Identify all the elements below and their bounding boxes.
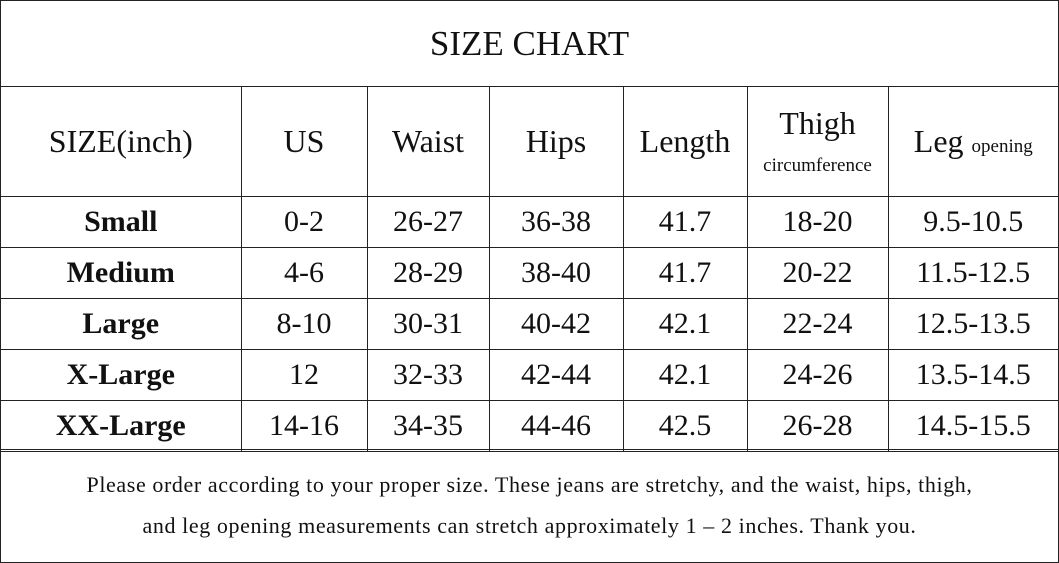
measurement: 8-10 xyxy=(240,298,368,350)
measurement: 30-31 xyxy=(366,298,490,350)
header-text: SIZE(inch) xyxy=(48,123,193,159)
header-cell: Leg opening xyxy=(887,86,1058,197)
measurement: 12 xyxy=(240,349,368,401)
measurement: 42.1 xyxy=(622,349,748,401)
header-cell: Length xyxy=(622,86,748,197)
header-text: Hips xyxy=(525,123,587,159)
header-text: Length xyxy=(639,123,731,159)
table-row: X-Large 12 32-33 42-44 42.1 24-26 13.5-14.5 xyxy=(1,349,1058,401)
header-cell: Waist xyxy=(366,86,490,197)
measurement: 18-20 xyxy=(746,196,889,248)
header-cell: US xyxy=(240,86,368,197)
header-row: SIZE(inch) US Waist Hips Length Thigh circumfe… xyxy=(1,86,1058,197)
table-row: XX-Large 14-16 34-35 44-46 42.5 26-28 14.5-15.… xyxy=(1,400,1058,452)
header-text: Thigh xyxy=(779,104,856,141)
measurement: 40-42 xyxy=(488,298,624,350)
measurement: 22-24 xyxy=(746,298,889,350)
footer-line: and leg opening measurements can stretch… xyxy=(142,513,917,538)
footer-note: Please order according to your proper si… xyxy=(1,449,1058,563)
header-text: Leg xyxy=(913,123,964,159)
size-table: SIZE(inch) US Waist Hips Length Thigh circumfe… xyxy=(1,86,1058,452)
measurement: 32-33 xyxy=(366,349,490,401)
measurement: 41.7 xyxy=(622,247,748,299)
table-row: Medium 4-6 28-29 38-40 41.7 20-22 11.5-12.5 xyxy=(1,247,1058,299)
measurement: 26-27 xyxy=(366,196,490,248)
measurement: 0-2 xyxy=(240,196,368,248)
measurement: 9.5-10.5 xyxy=(887,196,1058,248)
header-text: US xyxy=(283,123,325,159)
measurement: 4-6 xyxy=(240,247,368,299)
measurement: 34-35 xyxy=(366,400,490,452)
table-row: Small 0-2 26-27 36-38 41.7 18-20 9.5-10.5 xyxy=(1,196,1058,248)
header-subtext: circumference xyxy=(763,154,872,176)
table-row: Large 8-10 30-31 40-42 42.1 22-24 12.5-13.5 xyxy=(1,298,1058,350)
header-cell: SIZE(inch) xyxy=(1,86,242,197)
measurement: 42-44 xyxy=(488,349,624,401)
measurement: 20-22 xyxy=(746,247,889,299)
size-name: Medium xyxy=(1,247,242,299)
measurement: 42.1 xyxy=(622,298,748,350)
measurement: 11.5-12.5 xyxy=(887,247,1058,299)
header-cell: Hips xyxy=(488,86,624,197)
measurement: 14-16 xyxy=(240,400,368,452)
size-name: X-Large xyxy=(1,349,242,401)
measurement: 41.7 xyxy=(622,196,748,248)
size-name: XX-Large xyxy=(1,400,242,452)
measurement: 14.5-15.5 xyxy=(887,400,1058,452)
measurement: 38-40 xyxy=(488,247,624,299)
title: SIZE CHART xyxy=(1,1,1058,87)
header-cell: Thigh circumference xyxy=(746,86,889,197)
measurement: 13.5-14.5 xyxy=(887,349,1058,401)
measurement: 26-28 xyxy=(746,400,889,452)
measurement: 36-38 xyxy=(488,196,624,248)
measurement: 42.5 xyxy=(622,400,748,452)
size-name: Small xyxy=(1,196,242,248)
measurement: 28-29 xyxy=(366,247,490,299)
header-text: Waist xyxy=(391,123,465,159)
measurement: 12.5-13.5 xyxy=(887,298,1058,350)
measurement: 44-46 xyxy=(488,400,624,452)
size-name: Large xyxy=(1,298,242,350)
measurement: 24-26 xyxy=(746,349,889,401)
header-subtext: opening xyxy=(971,136,1033,157)
footer-line: Please order according to your proper si… xyxy=(86,472,973,497)
